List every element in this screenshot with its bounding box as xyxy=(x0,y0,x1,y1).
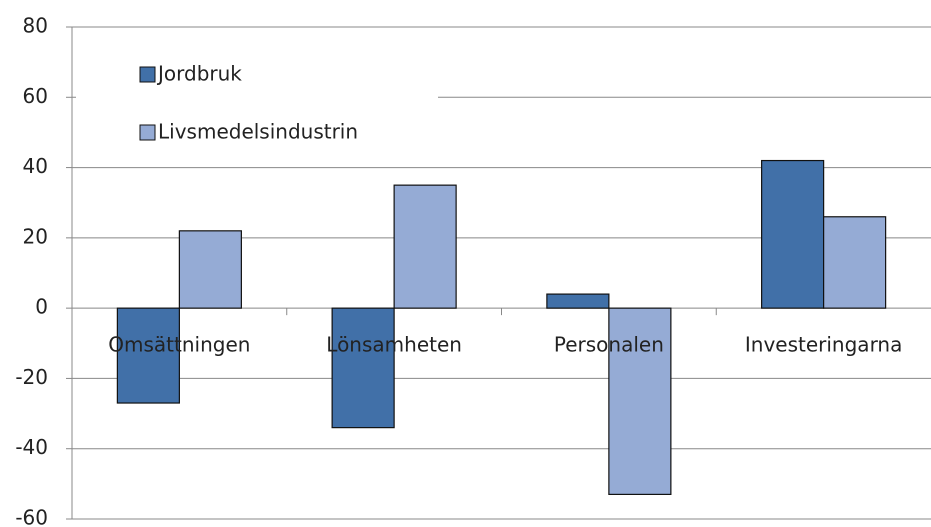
y-tick-label: 80 xyxy=(23,14,48,38)
legend-swatch xyxy=(139,124,156,141)
legend-swatch xyxy=(139,66,156,83)
x-tick-label: Investeringarna xyxy=(745,333,903,357)
x-tick-label: Personalen xyxy=(554,333,664,357)
y-tick-label: -20 xyxy=(15,365,48,389)
x-tick-label: Omsättningen xyxy=(108,333,250,357)
legend-box xyxy=(76,45,438,155)
legend-label: Livsmedelsindustrin xyxy=(158,120,358,144)
bar xyxy=(608,307,672,495)
x-tick-label: Lönsamheten xyxy=(326,333,462,357)
bar xyxy=(823,216,887,309)
bar xyxy=(116,307,180,404)
y-tick-label: -40 xyxy=(15,435,48,459)
bar xyxy=(546,293,610,309)
y-tick-label: 40 xyxy=(23,154,48,178)
legend-label: Jordbruk xyxy=(156,62,242,86)
bar xyxy=(178,230,242,309)
y-tick-label: 0 xyxy=(35,295,48,319)
bar xyxy=(393,184,457,309)
bar xyxy=(331,307,395,429)
bar xyxy=(761,159,825,309)
y-tick-label: 60 xyxy=(23,84,48,108)
y-tick-label: 20 xyxy=(23,224,48,248)
y-tick-label: -60 xyxy=(15,506,48,527)
